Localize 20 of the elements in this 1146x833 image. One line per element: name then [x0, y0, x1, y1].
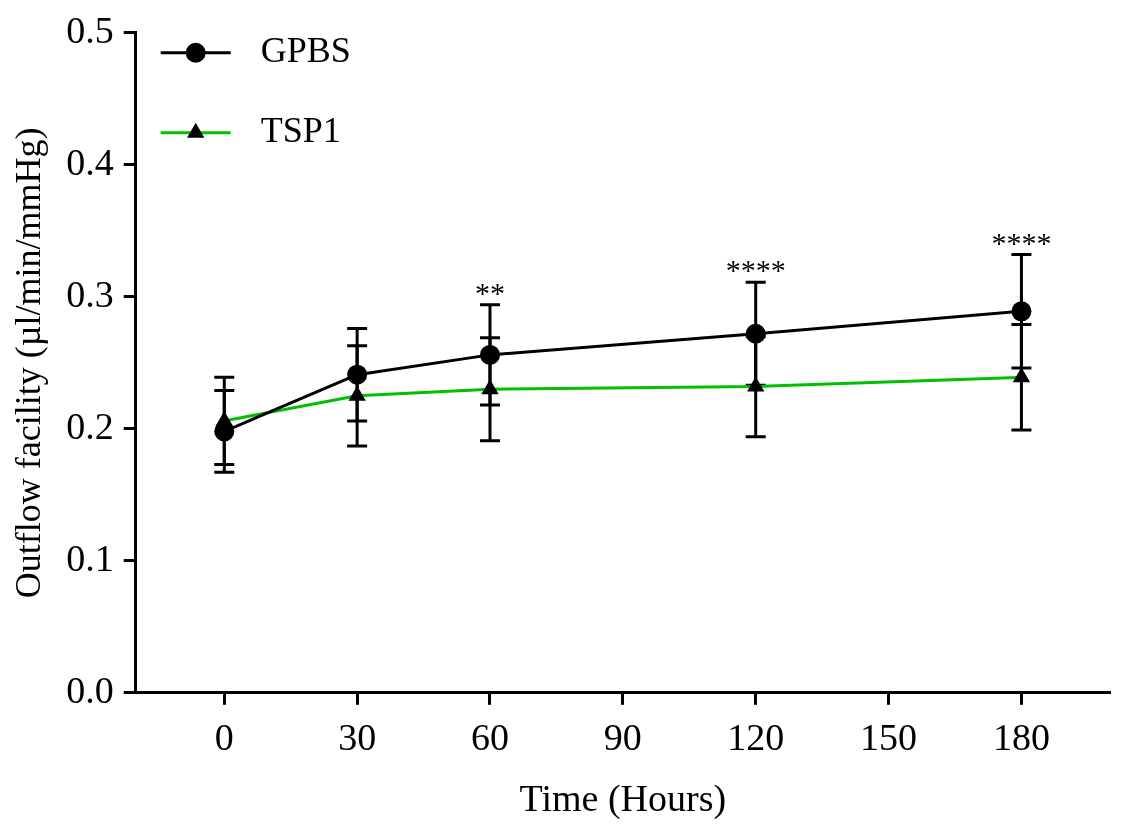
x-tick-label: 60	[470, 715, 509, 758]
x-tick-label: 120	[727, 715, 785, 758]
y-tick-label: 0.4	[66, 140, 114, 183]
x-tick-label: 30	[338, 715, 377, 758]
x-tick-label: 150	[860, 715, 918, 758]
y-tick-label: 0.3	[66, 272, 114, 315]
annotation: ****	[991, 225, 1052, 259]
legend-label: TSP1	[260, 110, 341, 151]
annotation: ****	[725, 253, 786, 287]
x-tick-label: 180	[992, 715, 1050, 758]
legend-label: GPBS	[260, 30, 351, 71]
y-axis-title: Outflow facility (µl/min/mmHg)	[8, 127, 49, 599]
y-tick-label: 0.0	[66, 668, 114, 711]
x-axis-title: Time (Hours)	[519, 777, 727, 821]
y-tick-label: 0.2	[66, 404, 114, 447]
x-tick-label: 90	[603, 715, 642, 758]
y-tick-label: 0.1	[66, 536, 114, 579]
x-tick-label: 0	[214, 715, 234, 758]
y-tick-label: 0.5	[66, 8, 114, 51]
annotation: **	[474, 275, 505, 309]
